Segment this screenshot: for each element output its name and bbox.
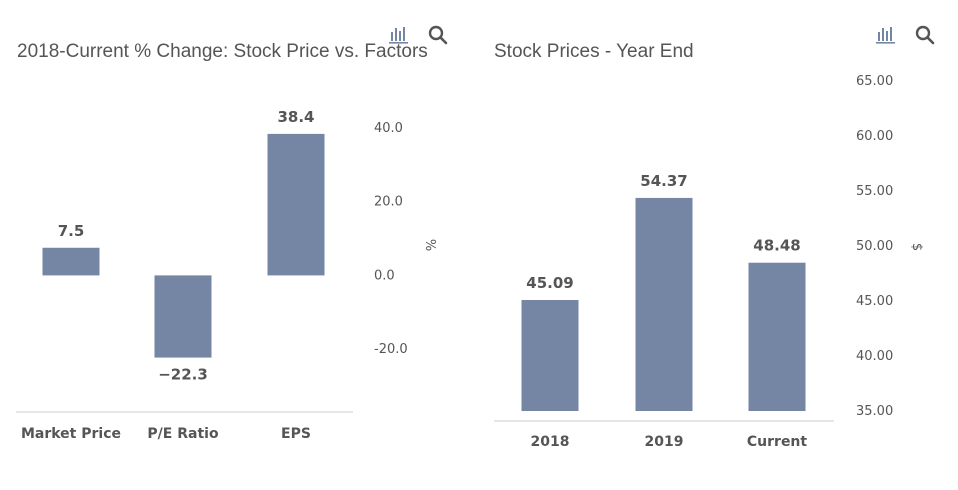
y-tick-label: 65.00 (856, 74, 893, 89)
y-tick-label: 50.00 (856, 239, 893, 254)
x-tick-label: EPS (281, 426, 311, 442)
data-label: 7.5 (58, 222, 85, 240)
data-label: −22.3 (158, 366, 208, 384)
stock-price-bar-chart: 65.00 60.00 55.00 50.00 45.00 40.00 35.00 $45.0… (494, 74, 924, 450)
y-tick-label: 35.00 (856, 404, 893, 419)
y-tick-label: 40.0 (374, 121, 403, 136)
data-label: 45.09 (526, 274, 573, 292)
bar (635, 197, 693, 411)
bar (521, 300, 579, 411)
x-tick-label: P/E Ratio (147, 426, 219, 442)
right-chart-panel: Stock Prices - Year End 65.00 60.00 55.00 5… (478, 0, 958, 490)
search-icon[interactable] (427, 24, 449, 46)
x-tick-label: Current (747, 434, 808, 450)
y-axis-title: % (422, 239, 437, 251)
x-tick-label: 2018 (531, 434, 570, 450)
data-label: 48.48 (753, 237, 800, 255)
y-tick-label: -20.0 (374, 342, 408, 357)
y-tick-label: 40.00 (856, 349, 893, 364)
bar (748, 262, 806, 411)
y-tick-label: 20.0 (374, 195, 403, 210)
chart-title: Stock Prices - Year End (494, 41, 694, 62)
chart-title: 2018-Current % Change: Stock Price vs. F… (17, 41, 428, 62)
percent-change-bar-chart: 40.0 20.0 0.0 -20.0% 7.5 Market Price −22.3 P/E… (16, 108, 437, 442)
y-tick-label: 55.00 (856, 184, 893, 199)
left-chart-panel: 2018-Current % Change: Stock Price vs. F… (0, 0, 470, 490)
bar (42, 247, 100, 276)
search-icon[interactable] (914, 24, 936, 46)
y-tick-label: 0.0 (374, 268, 395, 283)
bar-chart-icon[interactable] (388, 24, 410, 46)
bar (154, 275, 212, 358)
data-label: 54.37 (640, 172, 687, 190)
x-tick-label: Market Price (21, 426, 121, 442)
y-axis-title: $ (909, 243, 924, 251)
bar-chart-icon[interactable] (875, 24, 897, 46)
bar (267, 133, 325, 276)
y-tick-label: 60.00 (856, 129, 893, 144)
data-label: 38.4 (277, 108, 314, 126)
y-tick-label: 45.00 (856, 294, 893, 309)
x-tick-label: 2019 (645, 434, 684, 450)
